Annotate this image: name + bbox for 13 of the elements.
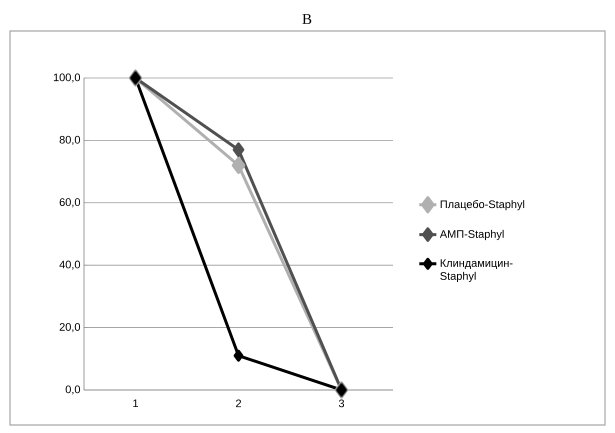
x-tick-label: 3	[338, 400, 344, 408]
y-tick-label: 20,0	[60, 323, 80, 332]
legend-label: Клиндамицин-Staphyl	[440, 259, 513, 282]
y-tick-label: 40,0	[59, 260, 80, 270]
y-tick-label: 60,0	[60, 198, 80, 208]
x-tick-label: 2	[236, 400, 242, 408]
x-tick-label: 1	[133, 400, 138, 408]
legend-label: Плацебо-Staphyl	[440, 200, 524, 210]
y-tick-label: 0,0	[66, 385, 80, 395]
legend-label: АМП-Staphyl	[440, 230, 504, 240]
y-tick-label: 80,0	[60, 136, 80, 145]
y-tick-label: 100,0	[54, 73, 80, 83]
chart-title: В	[302, 14, 312, 24]
